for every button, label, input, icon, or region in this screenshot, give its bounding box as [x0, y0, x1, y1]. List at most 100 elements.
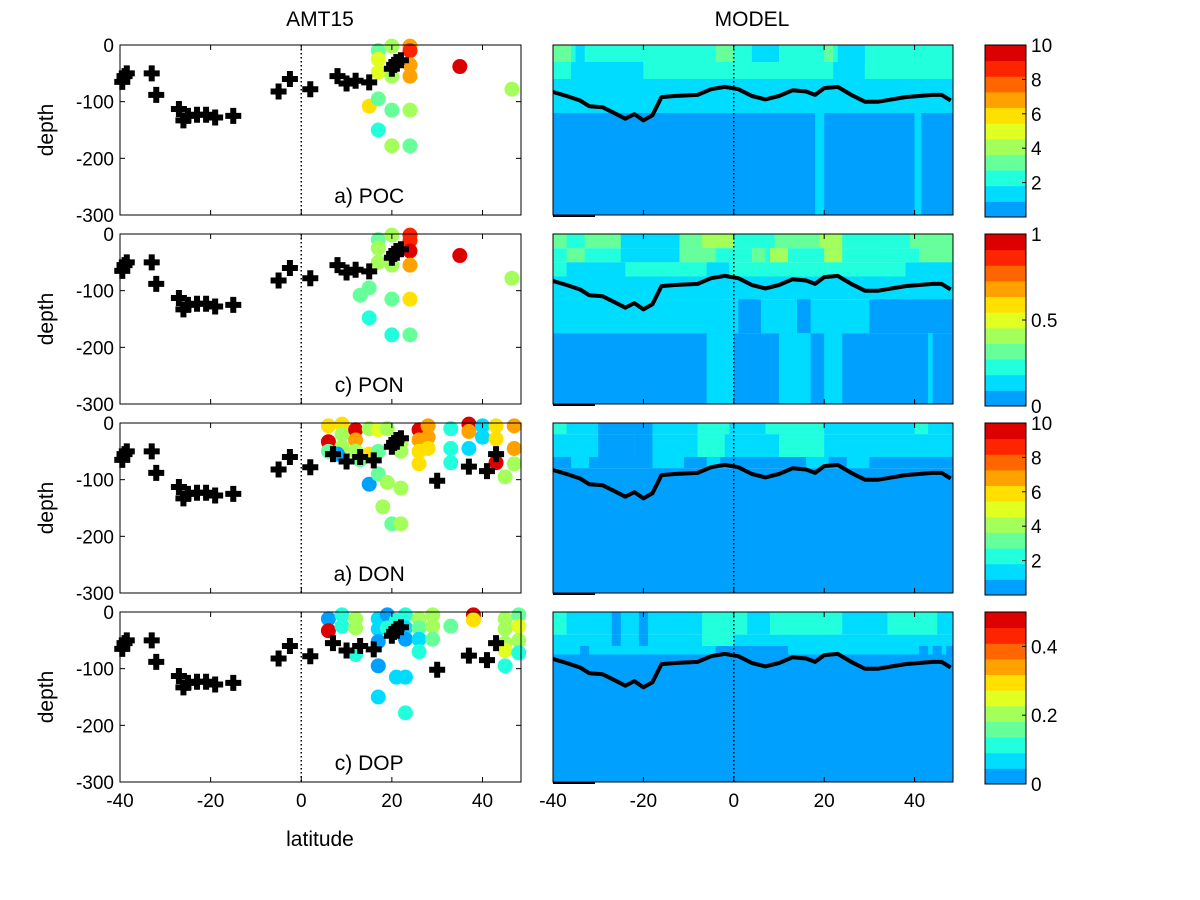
data-point-cross — [302, 648, 319, 665]
colorbar-swatch — [985, 265, 1026, 282]
heatmap-cell — [733, 234, 775, 249]
colorbar-swatch — [985, 752, 1026, 769]
data-point-circle — [402, 68, 418, 84]
x-axis-label: latitude — [286, 828, 354, 851]
colorbar-tick-label: 0.5 — [1031, 311, 1057, 332]
data-point-cross — [429, 472, 446, 489]
heatmap-cell — [932, 646, 942, 655]
heatmap-cell — [914, 113, 922, 215]
data-point-cross — [281, 449, 298, 465]
data-point-circle — [361, 310, 377, 326]
data-point-circle — [506, 456, 522, 472]
colorbar-swatch — [985, 469, 1026, 487]
nutricline — [552, 84, 952, 123]
model-panel: -40 -20 0 20 40 — [539, 611, 954, 812]
heatmap-cell — [598, 434, 635, 457]
heatmap-cell — [553, 434, 953, 457]
data-point-circle — [379, 475, 395, 490]
heatmap-cell — [620, 234, 680, 249]
heatmap-cell — [553, 634, 953, 646]
data-point-cross — [225, 296, 242, 313]
heatmap-cell — [928, 333, 933, 404]
colorbar-swatch — [985, 627, 1026, 644]
axes-frame — [119, 233, 522, 405]
plot-area — [120, 423, 521, 593]
x-tick-label: -20 — [197, 791, 224, 812]
heatmap-cell — [842, 234, 883, 249]
data-point-cross — [361, 263, 378, 280]
colorbar-swatch — [985, 674, 1026, 691]
colorbar-tick-label: 4 — [1031, 139, 1042, 160]
data-point-circle — [452, 248, 468, 264]
data-point-circle — [425, 618, 441, 634]
x-tick-label: 40 — [904, 791, 925, 812]
heatmap-cell — [765, 423, 825, 435]
data-point-cross — [270, 650, 287, 667]
data-point-circle — [402, 257, 418, 273]
colorbar-swatch — [985, 296, 1026, 313]
data-point-cross — [175, 490, 192, 507]
scatter-panel: 0 -100 -200 -300 depth a) DON — [35, 414, 522, 605]
heatmap-cell — [553, 423, 567, 435]
colorbar-swatch — [985, 390, 1026, 407]
y-tick-label: 0 — [103, 603, 114, 624]
data-point-cross — [170, 101, 187, 118]
heatmap-cell — [751, 248, 766, 263]
heatmap-cell — [611, 634, 621, 646]
heatmap-cell — [778, 333, 811, 404]
data-point-circle — [370, 122, 386, 138]
data-point-cross — [324, 635, 341, 652]
data-point-circle — [320, 623, 336, 639]
data-point-cross — [302, 459, 319, 476]
data-point-cross — [198, 106, 215, 123]
data-point-cross — [225, 485, 242, 502]
heatmap-cell — [738, 62, 770, 79]
panel-label: c) PON — [335, 374, 404, 397]
panel-label: c) DOP — [335, 752, 404, 775]
colorbar-swatch — [985, 170, 1026, 187]
data-point-circle — [348, 432, 364, 448]
data-point-circle — [375, 499, 391, 515]
heatmap-cell — [638, 612, 648, 635]
data-point-circle — [452, 59, 468, 75]
data-point-circle — [474, 429, 490, 445]
heatmap-cell — [706, 333, 734, 404]
colorbar-tick-label: 10 — [1031, 36, 1052, 57]
colorbar-tick-label: 1 — [1031, 225, 1042, 246]
heatmap-cell — [774, 234, 798, 249]
data-point-cross — [175, 679, 192, 696]
plot-area — [120, 612, 521, 782]
data-point-circle — [488, 431, 504, 447]
heatmap-cell — [566, 262, 626, 277]
colorbar-swatch — [985, 45, 1026, 62]
colorbar-swatch — [985, 721, 1026, 738]
heatmap-cell — [702, 612, 748, 635]
data-point-cross — [170, 668, 187, 685]
x-tick-label: 0 — [729, 791, 740, 812]
heatmap-cell — [778, 45, 816, 62]
heatmap-cell — [815, 113, 825, 215]
data-point-circle — [384, 291, 400, 307]
y-tick-label: -300 — [76, 206, 114, 227]
colorbar-tick-label: 8 — [1031, 70, 1042, 91]
nutricline — [552, 462, 952, 501]
y-tick-label: -200 — [76, 716, 114, 737]
scatter-panel: 0 -100 -200 -300 depth c) PON — [35, 225, 522, 416]
right-column-title: MODEL — [715, 8, 790, 31]
data-point-circle — [370, 240, 386, 256]
colorbar-tick-label: 2 — [1031, 552, 1042, 573]
data-point-cross — [302, 81, 319, 98]
data-point-circle — [370, 254, 386, 270]
colorbar-swatch — [985, 359, 1026, 376]
heatmap-cell — [715, 45, 734, 62]
data-point-circle — [370, 689, 386, 705]
data-point-cross — [179, 296, 196, 313]
heatmap-cell — [634, 434, 653, 457]
data-point-cross — [392, 619, 409, 636]
data-point-circle — [443, 455, 459, 471]
data-point-circle — [397, 705, 413, 721]
colorbar-swatch — [985, 201, 1026, 218]
plot-area — [120, 45, 521, 215]
data-point-cross — [118, 254, 135, 271]
data-point-circle — [425, 607, 441, 623]
